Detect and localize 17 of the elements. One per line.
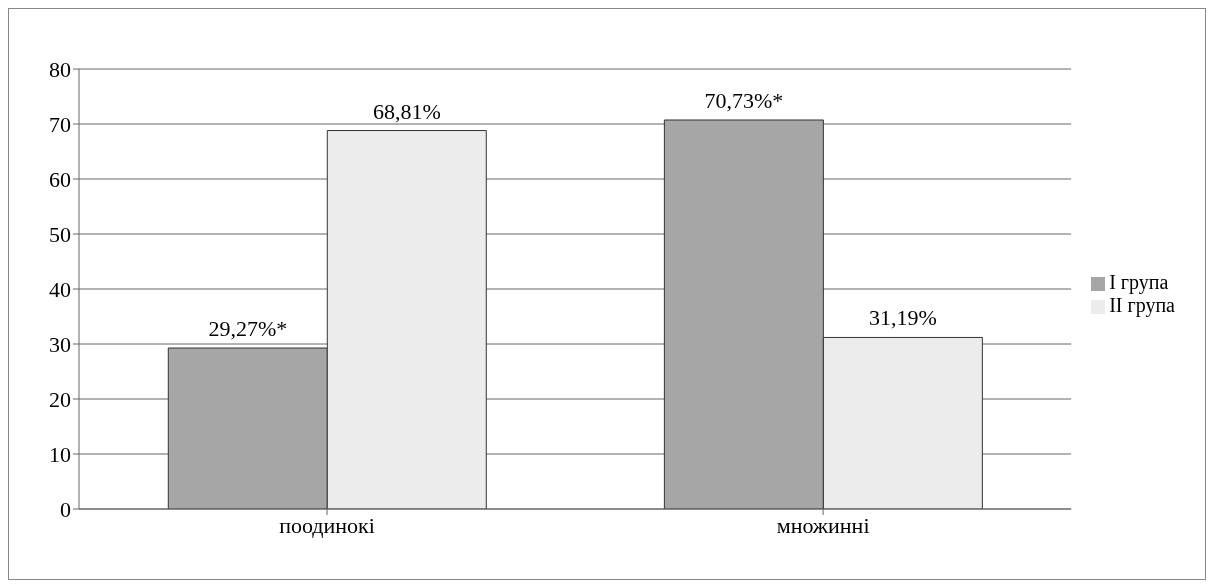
y-tick-label: 80 <box>49 56 71 82</box>
data-label: 29,27%* <box>208 316 288 342</box>
y-tick-label: 60 <box>49 166 71 192</box>
y-tick-label: 50 <box>49 221 71 247</box>
y-tick-label: 70 <box>49 111 71 137</box>
x-tick-label: поодинокі <box>279 512 375 538</box>
data-label: 70,73%* <box>704 87 784 113</box>
y-tick-label: 0 <box>60 496 71 522</box>
data-label: 31,19% <box>868 305 937 331</box>
legend-label: II група <box>1109 294 1175 316</box>
legend-label: I група <box>1109 271 1169 293</box>
y-tick-label: 30 <box>49 331 71 357</box>
y-tick-label: 20 <box>49 386 71 412</box>
data-label: 68,81% <box>372 98 441 124</box>
y-tick-label: 40 <box>49 276 71 302</box>
x-tick-label: множинні <box>776 512 870 538</box>
y-tick-label: 10 <box>49 441 71 467</box>
